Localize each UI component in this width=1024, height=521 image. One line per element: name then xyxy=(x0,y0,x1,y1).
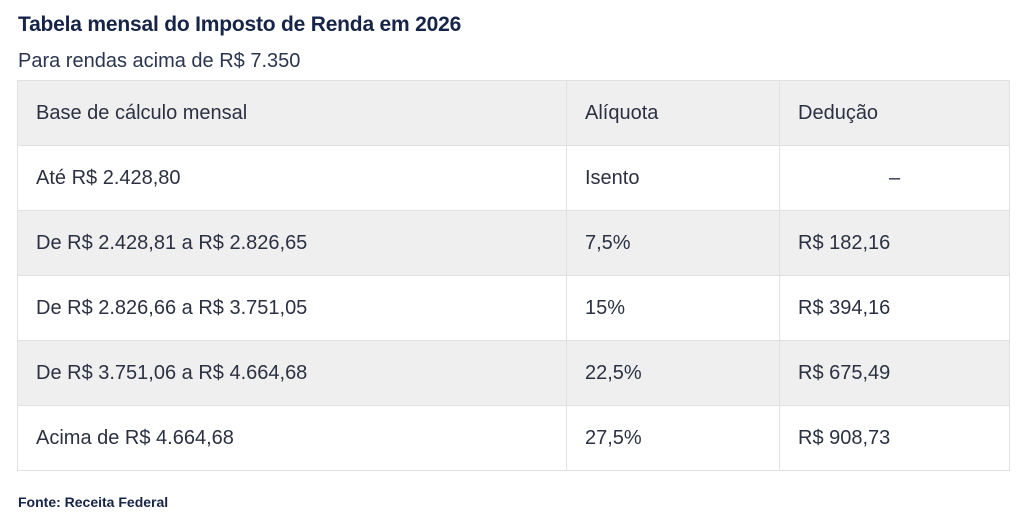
table-row: Até R$ 2.428,80 Isento – xyxy=(17,145,1010,211)
cell-rate: 7,5% xyxy=(566,210,780,276)
cell-deduction: R$ 182,16 xyxy=(779,210,1010,276)
cell-rate: 27,5% xyxy=(566,405,780,471)
table-row: De R$ 2.826,66 a R$ 3.751,05 15% R$ 394,… xyxy=(17,275,1010,341)
table-header-row: Base de cálculo mensal Alíquota Dedução xyxy=(17,80,1010,146)
cell-base: Até R$ 2.428,80 xyxy=(17,145,567,211)
cell-rate: Isento xyxy=(566,145,780,211)
source-note: Fonte: Receita Federal xyxy=(18,494,169,510)
cell-deduction: R$ 394,16 xyxy=(779,275,1010,341)
income-tax-table: Base de cálculo mensal Alíquota Dedução … xyxy=(17,80,1010,471)
cell-base: Acima de R$ 4.664,68 xyxy=(17,405,567,471)
cell-rate: 22,5% xyxy=(566,340,780,406)
column-header-deduction: Dedução xyxy=(779,80,1010,146)
table-row: Acima de R$ 4.664,68 27,5% R$ 908,73 xyxy=(17,405,1010,471)
table-row: De R$ 3.751,06 a R$ 4.664,68 22,5% R$ 67… xyxy=(17,340,1010,406)
column-header-rate: Alíquota xyxy=(566,80,780,146)
cell-deduction: – xyxy=(779,145,1010,211)
page-subtitle: Para rendas acima de R$ 7.350 xyxy=(18,50,301,72)
table-row: De R$ 2.428,81 a R$ 2.826,65 7,5% R$ 182… xyxy=(17,210,1010,276)
page-title: Tabela mensal do Imposto de Renda em 202… xyxy=(18,13,462,36)
cell-deduction: R$ 908,73 xyxy=(779,405,1010,471)
cell-rate: 15% xyxy=(566,275,780,341)
cell-base: De R$ 3.751,06 a R$ 4.664,68 xyxy=(17,340,567,406)
cell-base: De R$ 2.428,81 a R$ 2.826,65 xyxy=(17,210,567,276)
cell-base: De R$ 2.826,66 a R$ 3.751,05 xyxy=(17,275,567,341)
column-header-base: Base de cálculo mensal xyxy=(17,80,567,146)
cell-deduction: R$ 675,49 xyxy=(779,340,1010,406)
